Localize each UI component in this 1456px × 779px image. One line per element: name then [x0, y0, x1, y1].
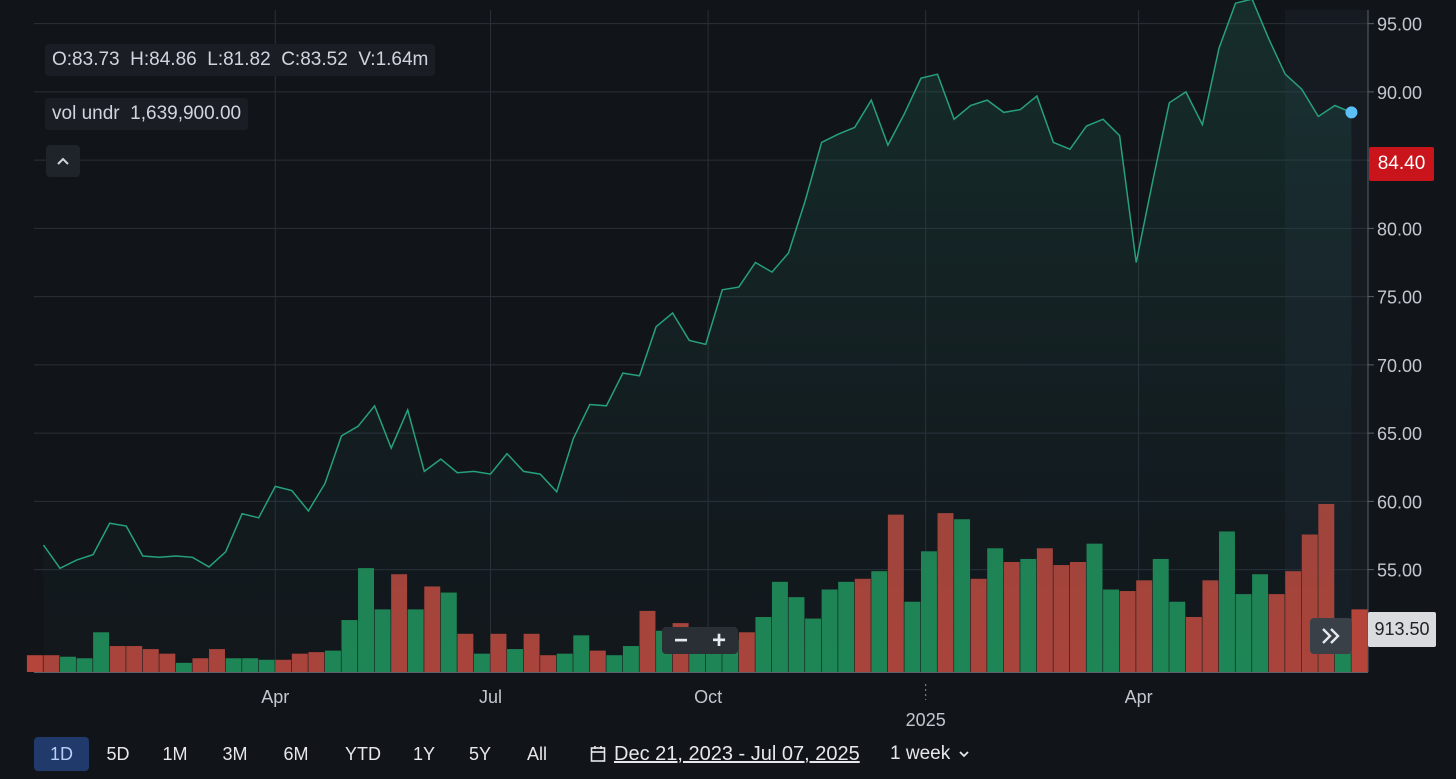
x-tick-label: Apr: [1125, 687, 1153, 707]
range-toolbar: 1D 5D 1M 3M 6M YTD 1Y 5Y All Dec 21, 202…: [0, 733, 1456, 777]
range-1m-button[interactable]: 1M: [162, 743, 188, 764]
y-tick-label: 90.00: [1377, 83, 1422, 103]
interval-value: 1 week: [890, 743, 951, 764]
zoom-controls: − +: [662, 627, 738, 654]
x-tick-label: Oct: [694, 687, 722, 707]
last-price-point: [1345, 106, 1358, 119]
collapse-legend-button[interactable]: [46, 145, 80, 177]
last-price-tag: 84.40: [1369, 147, 1434, 181]
calendar-icon: [590, 746, 606, 762]
zoom-in-button[interactable]: +: [711, 626, 726, 654]
range-3m-button[interactable]: 3M: [222, 743, 248, 764]
double-chevron-right-icon: [1322, 628, 1340, 644]
x-tick-label: Apr: [261, 687, 289, 707]
price-area: [43, 0, 1352, 672]
range-1d-button[interactable]: 1D: [34, 737, 89, 771]
price-area-fill: [43, 0, 1352, 672]
range-5d-button[interactable]: 5D: [106, 743, 130, 764]
range-ytd-button[interactable]: YTD: [345, 743, 381, 764]
volume-legend: vol undr 1,639,900.00: [45, 98, 249, 130]
y-tick-label: 75.00: [1377, 288, 1422, 308]
date-range-text: Dec 21, 2023 - Jul 07, 2025: [614, 742, 860, 765]
chevron-up-icon: [57, 157, 69, 165]
range-6m-button[interactable]: 6M: [283, 743, 309, 764]
x-axis-ticks: Apr Jul Oct 2025 Apr: [261, 684, 1153, 730]
y-tick-label: 60.00: [1377, 492, 1422, 512]
y-axis-ticks: 95.0090.0085.0080.0075.0070.0065.0060.00…: [1368, 15, 1422, 581]
y-tick-label: 70.00: [1377, 356, 1422, 376]
volume-bar: [26, 655, 43, 672]
chevron-down-icon: [959, 751, 969, 758]
scroll-to-latest-button[interactable]: [1310, 618, 1352, 654]
y-tick-label: 95.00: [1377, 15, 1422, 35]
x-tick-label: Jul: [479, 687, 502, 707]
volume-bar: [1351, 609, 1368, 672]
range-all-button[interactable]: All: [526, 743, 547, 764]
date-range-picker[interactable]: Dec 21, 2023 - Jul 07, 2025: [590, 737, 860, 771]
price-chart[interactable]: 95.0090.0085.0080.0075.0070.0065.0060.00…: [0, 0, 1456, 733]
interval-select[interactable]: 1 week: [890, 737, 970, 771]
y-tick-label: 55.00: [1377, 561, 1422, 581]
range-1y-button[interactable]: 1Y: [412, 743, 436, 764]
zoom-out-button[interactable]: −: [673, 626, 688, 654]
x-tick-label: 2025: [906, 710, 946, 730]
y-tick-label: 65.00: [1377, 424, 1422, 444]
volume-value-tag: 913.50: [1368, 612, 1436, 647]
price-line: [42, 0, 1358, 570]
range-5y-button[interactable]: 5Y: [468, 743, 492, 764]
ohlc-legend: O:83.73 H:84.86 L:81.82 C:83.52 V:1.64m: [45, 44, 436, 76]
price-line-path: [42, 0, 1352, 570]
y-tick-label: 80.00: [1377, 219, 1422, 239]
